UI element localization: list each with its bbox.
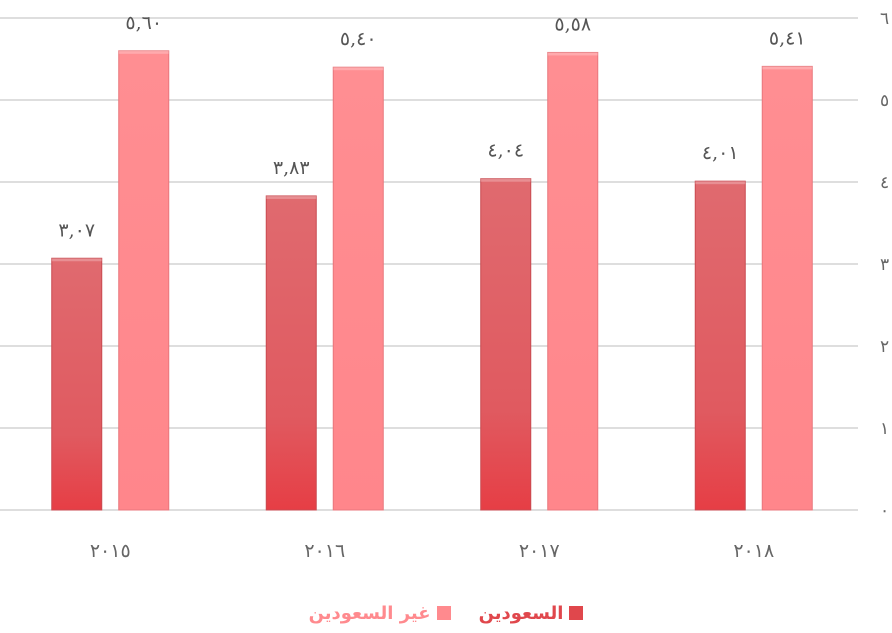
y-tick-label-0: ٠	[880, 501, 889, 521]
bars	[51, 50, 813, 511]
legend-swatch-saudi	[569, 606, 584, 620]
data-label-saudi-0: ٣,٠٧	[58, 219, 95, 241]
y-axis: ٠ ١ ٢ ٣ ٤ ٥ ٦	[880, 9, 889, 521]
y-tick-label-4: ٤	[880, 173, 889, 193]
bar-non-saudi-1	[332, 66, 384, 511]
bar-highlight-0-0	[51, 258, 102, 262]
legend-item-saudi: السعودين	[479, 603, 584, 624]
y-tick-label-6: ٦	[880, 9, 889, 29]
bar-highlight-0-2	[480, 178, 531, 182]
data-label-saudi-2: ٤,٠٤	[487, 140, 524, 162]
legend-item-non-saudi: غير السعودين	[309, 603, 451, 624]
legend: السعودين غير السعودين	[0, 598, 892, 628]
x-tick-label-0: ٢٠١٥	[90, 540, 131, 562]
bar-non-saudi-0	[118, 50, 170, 511]
legend-label-saudi: السعودين	[478, 602, 564, 624]
bar-saudi-2	[480, 178, 532, 511]
data-label-saudi-3: ٤,٠١	[702, 142, 739, 164]
bar-non-saudi-3	[761, 65, 813, 511]
data-label-non-saudi-1: ٥,٤٠	[340, 28, 377, 50]
bar-highlight-1-0	[118, 50, 169, 54]
data-label-non-saudi-0: ٥,٦٠	[125, 12, 162, 34]
bar-saudi-3	[694, 180, 746, 511]
x-tick-label-3: ٢٠١٨	[733, 540, 774, 562]
y-tick-label-3: ٣	[880, 255, 889, 275]
bar-saudi-1	[265, 195, 317, 511]
x-tick-label-1: ٢٠١٦	[304, 540, 345, 562]
data-label-non-saudi-3: ٥,٤١	[769, 27, 806, 49]
x-tick-label-2: ٢٠١٧	[519, 540, 560, 562]
legend-swatch-non-saudi	[436, 606, 451, 620]
bar-saudi-0	[51, 257, 103, 511]
bar-non-saudi-2	[547, 51, 599, 511]
x-axis: ٢٠١٥ ٢٠١٦ ٢٠١٧ ٢٠١٨	[90, 540, 774, 562]
y-tick-label-1: ١	[880, 419, 889, 439]
data-labels: ٣,٠٧ ٥,٦٠ ٣,٨٣ ٥,٤٠ ٤,٠٤ ٥,٥٨ ٤,٠١ ٥,٤١	[58, 12, 806, 241]
y-tick-label-5: ٥	[880, 91, 889, 111]
bar-highlight-0-3	[695, 181, 746, 185]
data-label-saudi-1: ٣,٨٣	[273, 157, 310, 179]
bar-highlight-1-2	[547, 52, 598, 56]
y-tick-label-2: ٢	[880, 337, 889, 357]
legend-label-non-saudi: غير السعودين	[308, 602, 431, 624]
bar-highlight-1-3	[762, 66, 813, 70]
bar-highlight-1-1	[333, 67, 384, 71]
data-label-non-saudi-2: ٥,٥٨	[554, 13, 591, 35]
bar-highlight-0-1	[266, 195, 317, 199]
